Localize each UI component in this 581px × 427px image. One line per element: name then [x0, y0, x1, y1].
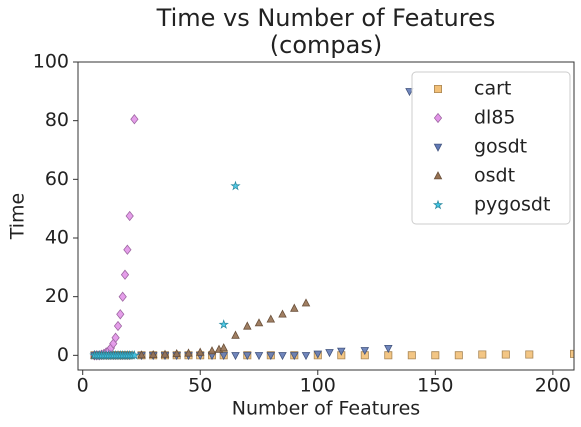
y-tick-label: 100 — [33, 51, 69, 73]
x-tick-label: 150 — [417, 375, 453, 397]
legend-label: gosdt — [474, 136, 527, 158]
point — [570, 349, 574, 358]
point — [278, 352, 287, 361]
point — [231, 352, 240, 361]
point — [219, 352, 228, 361]
point — [125, 210, 134, 222]
point — [301, 298, 311, 307]
y-tick-label: 40 — [45, 227, 69, 249]
point — [290, 352, 299, 361]
point — [184, 348, 193, 357]
point — [172, 349, 181, 358]
point — [266, 314, 276, 323]
point — [525, 350, 534, 359]
point — [278, 309, 287, 318]
legend-label: osdt — [474, 165, 515, 187]
point — [207, 346, 217, 355]
y-tick-label: 80 — [45, 109, 69, 131]
point — [120, 269, 130, 280]
point — [123, 244, 132, 255]
point — [405, 88, 414, 97]
point — [129, 349, 140, 360]
point — [384, 351, 393, 360]
legend-label: dl85 — [474, 107, 516, 129]
x-axis-label: Number of Features — [232, 398, 420, 420]
point — [254, 352, 264, 361]
point — [116, 309, 125, 320]
x-tick-label: 50 — [188, 375, 212, 397]
point — [137, 350, 146, 359]
legend-label: pygosdt — [474, 194, 550, 216]
point — [243, 352, 252, 361]
y-axis-label: Time — [7, 193, 29, 241]
point — [219, 343, 228, 352]
plot-frame — [77, 61, 575, 371]
point — [407, 351, 416, 360]
point — [231, 330, 240, 339]
x-tick-label: 200 — [535, 375, 571, 397]
point — [160, 349, 170, 358]
y-tick-label: 60 — [45, 168, 69, 190]
point — [230, 180, 241, 191]
legend-marker — [433, 143, 443, 152]
point — [454, 351, 463, 360]
point — [130, 114, 139, 125]
point — [195, 347, 205, 356]
x-tick-label: 0 — [77, 375, 89, 397]
legend-marker — [432, 199, 444, 210]
point — [431, 351, 440, 360]
y-tick-label: 20 — [45, 285, 69, 307]
point — [111, 332, 120, 343]
legend-label: cart — [474, 78, 511, 100]
point — [478, 350, 487, 359]
point — [384, 344, 393, 354]
point — [113, 320, 123, 332]
point — [290, 303, 299, 312]
point — [501, 350, 510, 359]
chart-title: Time vs Number of Features — [156, 4, 496, 32]
legend-marker — [433, 171, 443, 180]
legend-box — [411, 71, 571, 225]
legend-marker — [433, 112, 443, 124]
point — [337, 347, 346, 356]
point — [301, 352, 311, 361]
point — [254, 318, 264, 327]
point — [218, 319, 229, 329]
x-tick-label: 100 — [300, 375, 336, 397]
plot-area — [89, 88, 574, 361]
y-tick-label: 0 — [57, 344, 69, 366]
point — [313, 350, 323, 359]
point — [243, 321, 252, 330]
point — [266, 352, 276, 361]
point — [325, 349, 334, 358]
chart-subtitle: (compas) — [270, 31, 382, 59]
legend-marker — [433, 85, 443, 93]
point — [148, 349, 158, 359]
point — [118, 291, 127, 302]
point — [360, 347, 370, 356]
